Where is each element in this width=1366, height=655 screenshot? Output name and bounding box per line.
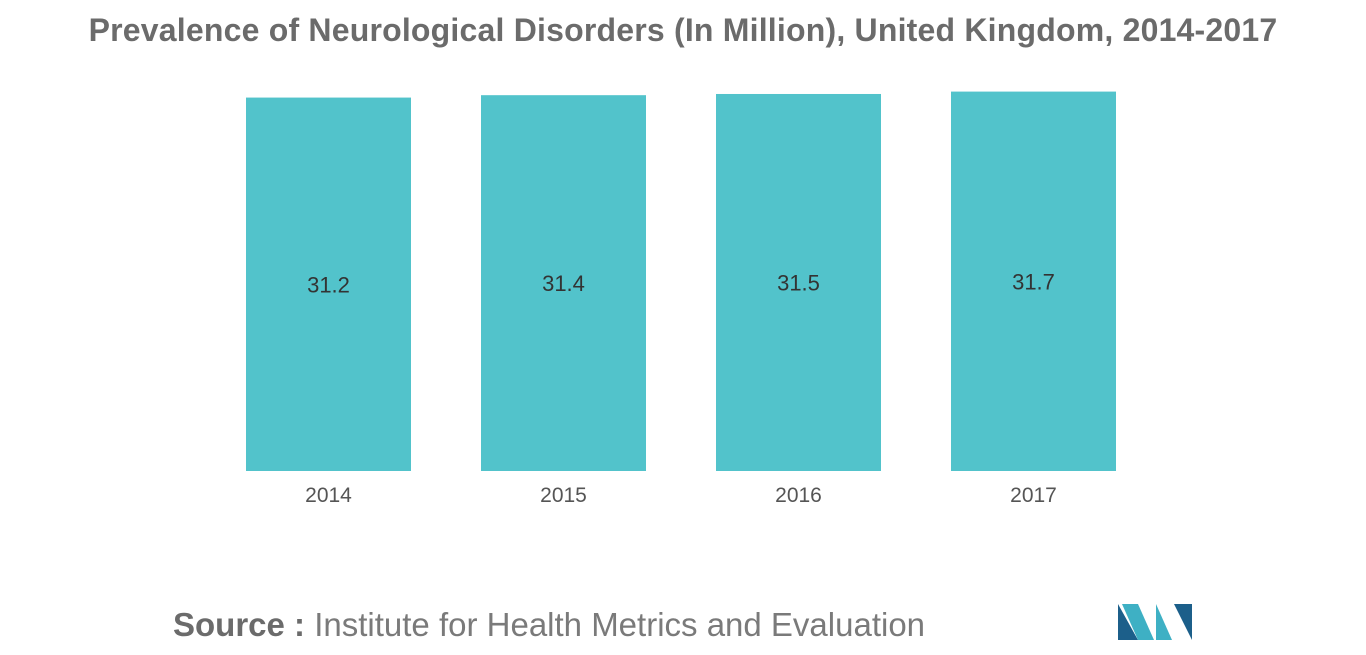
value-label-2014: 31.2: [307, 272, 350, 297]
source-text: Institute for Health Metrics and Evaluat…: [314, 606, 926, 643]
mordor-intelligence-logo-icon: [1118, 604, 1192, 640]
source-line: Source : Institute for Health Metrics an…: [173, 606, 925, 644]
bar-2014: [246, 97, 411, 471]
bar-2015: [481, 95, 646, 472]
value-label-2015: 31.4: [542, 271, 585, 296]
value-label-2017: 31.7: [1012, 269, 1055, 294]
x-tick-label-2017: 2017: [1010, 484, 1057, 507]
value-label-2016: 31.5: [777, 270, 820, 295]
bar-2017: [951, 91, 1116, 471]
bar-2016: [716, 93, 881, 471]
chart-title: Prevalence of Neurological Disorders (In…: [88, 12, 1278, 48]
x-tick-label-2016: 2016: [775, 484, 822, 507]
x-tick-label-2014: 2014: [305, 484, 352, 507]
source-label: Source :: [173, 606, 306, 643]
x-tick-label-2015: 2015: [540, 484, 587, 507]
